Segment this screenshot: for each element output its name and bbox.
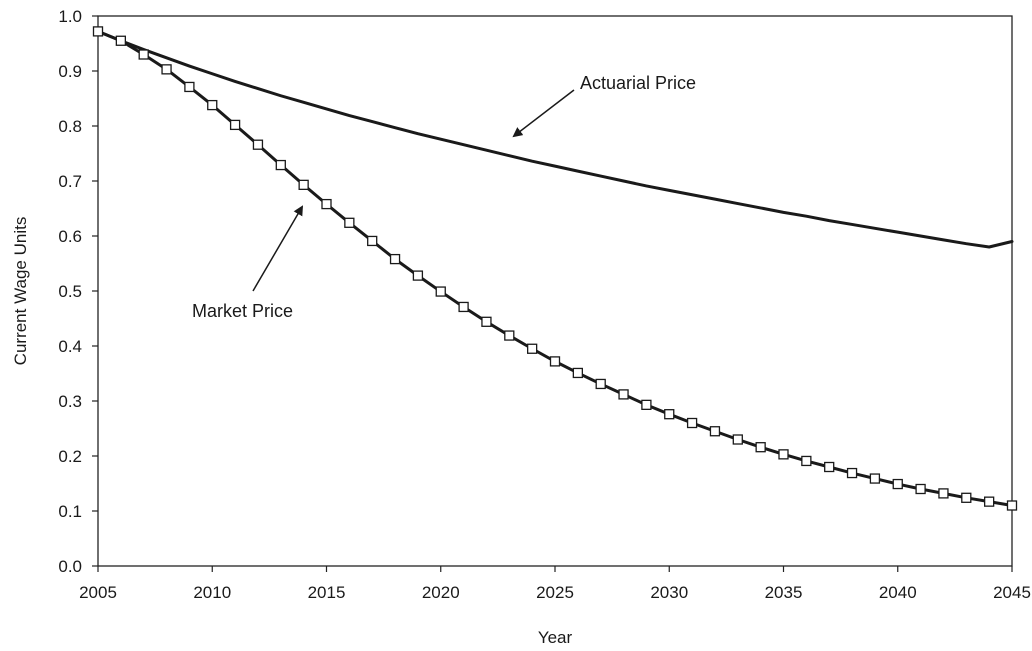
series-1-point — [298, 179, 309, 191]
series-1-point — [389, 253, 401, 265]
series-1-point — [92, 26, 104, 37]
series-1-point — [504, 330, 515, 341]
series-1-point — [549, 356, 561, 367]
x-tick-label: 2025 — [536, 583, 574, 602]
series-1-point — [321, 198, 332, 210]
y-axis-title: Current Wage Units — [11, 217, 30, 366]
y-tick-label: 0.5 — [58, 282, 82, 301]
y-tick-label: 0.1 — [58, 502, 82, 521]
series-1-point — [184, 81, 195, 93]
series-1-point — [412, 270, 424, 281]
x-tick-label: 2020 — [422, 583, 460, 602]
y-tick-label: 0.6 — [58, 227, 82, 246]
annotation-market-arrow — [252, 205, 304, 292]
y-axis: 0.0 0.1 0.2 0.3 0.4 0.5 0.6 0.7 0.8 0.9 1.0 — [58, 7, 98, 576]
y-tick-label: 0.0 — [58, 557, 82, 576]
series-line-0 — [96, 29, 1014, 249]
series-1-point — [481, 316, 492, 327]
series-1-point — [755, 442, 766, 453]
series-line-1 — [96, 29, 1014, 507]
y-tick-label: 0.7 — [58, 172, 82, 191]
series-1-point — [984, 496, 995, 507]
series-1-point — [572, 367, 583, 379]
series-1-point — [367, 235, 378, 247]
series-1-point — [824, 461, 835, 473]
series-1-point — [1006, 500, 1018, 511]
series-1-point — [207, 99, 218, 111]
y-tick-label: 0.4 — [58, 337, 82, 356]
series-1-point — [275, 159, 286, 171]
series-1-point — [527, 343, 538, 354]
series-1-point — [664, 409, 675, 420]
x-tick-label: 2040 — [879, 583, 917, 602]
series-1-point — [435, 286, 446, 297]
x-tick-label: 2010 — [193, 583, 231, 602]
series-1-point — [869, 473, 881, 484]
y-tick-label: 0.3 — [58, 392, 82, 411]
y-tick-label: 0.8 — [58, 117, 82, 136]
annotation-actuarial: Actuarial Price — [512, 73, 696, 138]
x-tick-label: 2015 — [308, 583, 346, 602]
x-axis: 2005 2010 2015 2020 2025 2030 2035 2040 2045 — [79, 566, 1031, 602]
annotation-market-label: Market Price — [192, 301, 293, 321]
series-1-point — [892, 478, 903, 490]
annotation-actuarial-label: Actuarial Price — [580, 73, 696, 93]
annotation-market: Market Price — [192, 205, 304, 321]
y-tick-label: 0.2 — [58, 447, 82, 466]
series-1-point — [138, 49, 149, 60]
series-1-point — [686, 417, 698, 429]
series-1-point — [229, 119, 241, 131]
series-1-point — [115, 35, 126, 46]
series-1-point — [618, 389, 629, 400]
x-tick-label: 2035 — [765, 583, 803, 602]
x-axis-title: Year — [538, 628, 573, 647]
series-1-point — [161, 64, 172, 75]
series-1-point — [732, 434, 743, 445]
annotation-actuarial-arrow — [512, 89, 575, 138]
series-1-point — [801, 455, 812, 467]
series-1-point — [915, 483, 926, 495]
series-1-point — [778, 449, 789, 460]
x-tick-label: 2045 — [993, 583, 1031, 602]
series-1-point — [252, 139, 264, 150]
series-1-point — [595, 378, 606, 390]
series-1-point — [709, 426, 721, 437]
series-layer — [92, 26, 1018, 511]
series-1-point — [961, 492, 972, 503]
series-1-point — [641, 399, 652, 411]
x-tick-label: 2030 — [650, 583, 688, 602]
y-tick-label: 1.0 — [58, 7, 82, 26]
series-1-point — [344, 217, 355, 228]
series-1-point — [846, 467, 858, 479]
x-tick-label: 2005 — [79, 583, 117, 602]
series-1-point — [938, 488, 949, 499]
y-tick-label: 0.9 — [58, 62, 82, 81]
series-1-point — [458, 301, 469, 313]
